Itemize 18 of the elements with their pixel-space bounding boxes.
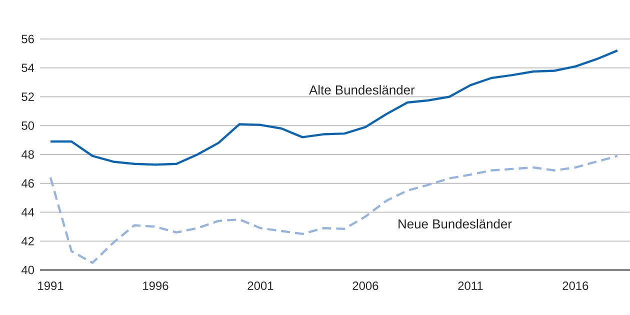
y-tick-label: 42 bbox=[21, 236, 34, 246]
y-tick-label: 52 bbox=[22, 92, 34, 101]
y-tick-label: 46 bbox=[21, 179, 34, 188]
y-tick-label: 50 bbox=[22, 121, 34, 130]
y-tick-label: 56 bbox=[22, 34, 34, 44]
x-tick-label: 2011 bbox=[458, 282, 483, 290]
line-series bbox=[49, 49, 619, 166]
x-tick-label: 2006 bbox=[352, 282, 378, 290]
x-tick-label: 2001 bbox=[248, 282, 274, 290]
x-tick-label: 1991 bbox=[38, 282, 64, 290]
y-tick-label: 40 bbox=[21, 266, 34, 274]
y-tick-label: 54 bbox=[22, 64, 34, 72]
y-tick-label: 48 bbox=[21, 150, 34, 159]
series-label: Alte Bundesländer bbox=[309, 85, 415, 95]
y-tick-label: 44 bbox=[21, 208, 34, 216]
x-tick-label: 2016 bbox=[562, 282, 588, 290]
x-tick-label: 1996 bbox=[143, 282, 168, 290]
series-label: Neue Bundesländer bbox=[398, 219, 512, 229]
